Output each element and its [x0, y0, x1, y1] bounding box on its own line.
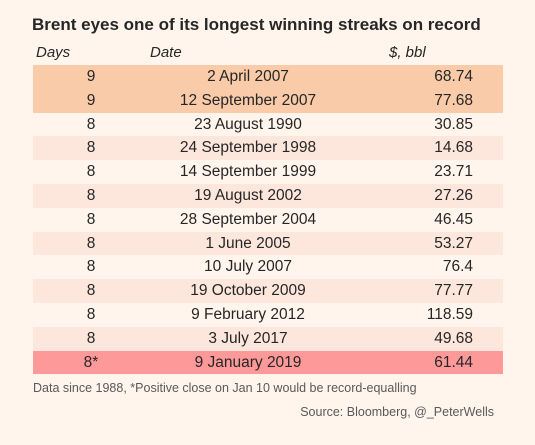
cell-price: 46.45 — [434, 210, 473, 228]
cell-price: 77.77 — [434, 282, 473, 300]
cell-days: 8 — [86, 163, 96, 181]
cell-price: 76.4 — [442, 258, 473, 276]
cell-days: 8 — [86, 186, 96, 204]
cell-date: 19 August 2002 — [194, 186, 302, 204]
cell-price: 68.74 — [434, 68, 473, 85]
cell-price: 61.44 — [434, 353, 473, 371]
table-row: 8 23 August 1990 30.85 — [33, 113, 503, 137]
table-row: 8 24 September 1998 14.68 — [33, 136, 503, 161]
cell-date: 24 September 1998 — [179, 139, 317, 157]
cell-days: 8 — [86, 115, 96, 133]
cell-date: 23 August 1990 — [194, 115, 302, 133]
cell-days: 8 — [86, 210, 96, 228]
cell-price: 27.26 — [434, 186, 473, 204]
cell-price: 23.71 — [434, 163, 473, 181]
cell-date: 2 April 2007 — [207, 68, 289, 85]
table-header: Days Date $, bbl — [33, 44, 503, 64]
cell-price: 14.68 — [434, 139, 473, 157]
cell-date: 9 January 2019 — [194, 353, 302, 371]
cell-date: 3 July 2017 — [208, 329, 288, 347]
cell-days: 8 — [86, 234, 96, 252]
cell-days: 8 — [86, 329, 96, 347]
chart-title: Brent eyes one of its longest winning st… — [32, 15, 481, 34]
cell-date: 12 September 2007 — [179, 91, 317, 109]
cell-days: 8 — [86, 258, 96, 276]
table-row: 8 28 September 2004 46.45 — [33, 208, 503, 232]
cell-price: 118.59 — [426, 305, 473, 323]
table-row: 9 2 April 2007 68.74 — [33, 65, 503, 89]
table-body: 9 2 April 2007 68.74 9 12 September 2007 77.6… — [33, 65, 503, 375]
cell-date: 28 September 2004 — [179, 210, 317, 228]
table-row: 8 10 July 2007 76.4 — [33, 255, 503, 279]
cell-date: 1 June 2005 — [205, 234, 291, 252]
table-row: 9 12 September 2007 77.68 — [33, 88, 503, 113]
table-row: 8 19 October 2009 77.77 — [33, 279, 503, 303]
source-credit: Source: Bloomberg, @_PeterWells — [300, 405, 494, 419]
cell-date: 14 September 1999 — [179, 163, 317, 181]
cell-days: 8 — [86, 139, 96, 157]
footnote: Data since 1988, *Positive close on Jan … — [33, 381, 417, 395]
cell-days: 9 — [86, 91, 96, 109]
table-row: 8 19 August 2002 27.26 — [33, 183, 503, 208]
table-row: 8 1 June 2005 53.27 — [33, 231, 503, 256]
cell-price: 49.68 — [434, 329, 473, 347]
table-row: 8* 9 January 2019 61.44 — [33, 350, 503, 375]
cell-days: 9 — [86, 68, 96, 85]
table-row: 8 9 February 2012 118.59 — [33, 303, 503, 327]
table-row: 8 14 September 1999 23.71 — [33, 160, 503, 184]
column-header-date: Date — [150, 44, 182, 61]
cell-date: 10 July 2007 — [204, 258, 292, 276]
cell-price: 77.68 — [434, 91, 473, 109]
cell-days: 8* — [83, 353, 99, 371]
cell-days: 8 — [86, 282, 96, 300]
cell-date: 9 February 2012 — [191, 305, 305, 323]
cell-days: 8 — [86, 305, 96, 323]
cell-price: 30.85 — [434, 115, 473, 133]
cell-date: 19 October 2009 — [190, 282, 306, 300]
table-row: 8 3 July 2017 49.68 — [33, 326, 503, 351]
cell-price: 53.27 — [434, 234, 473, 252]
column-header-days: Days — [36, 44, 71, 61]
column-header-price: $, bbl — [389, 44, 426, 61]
